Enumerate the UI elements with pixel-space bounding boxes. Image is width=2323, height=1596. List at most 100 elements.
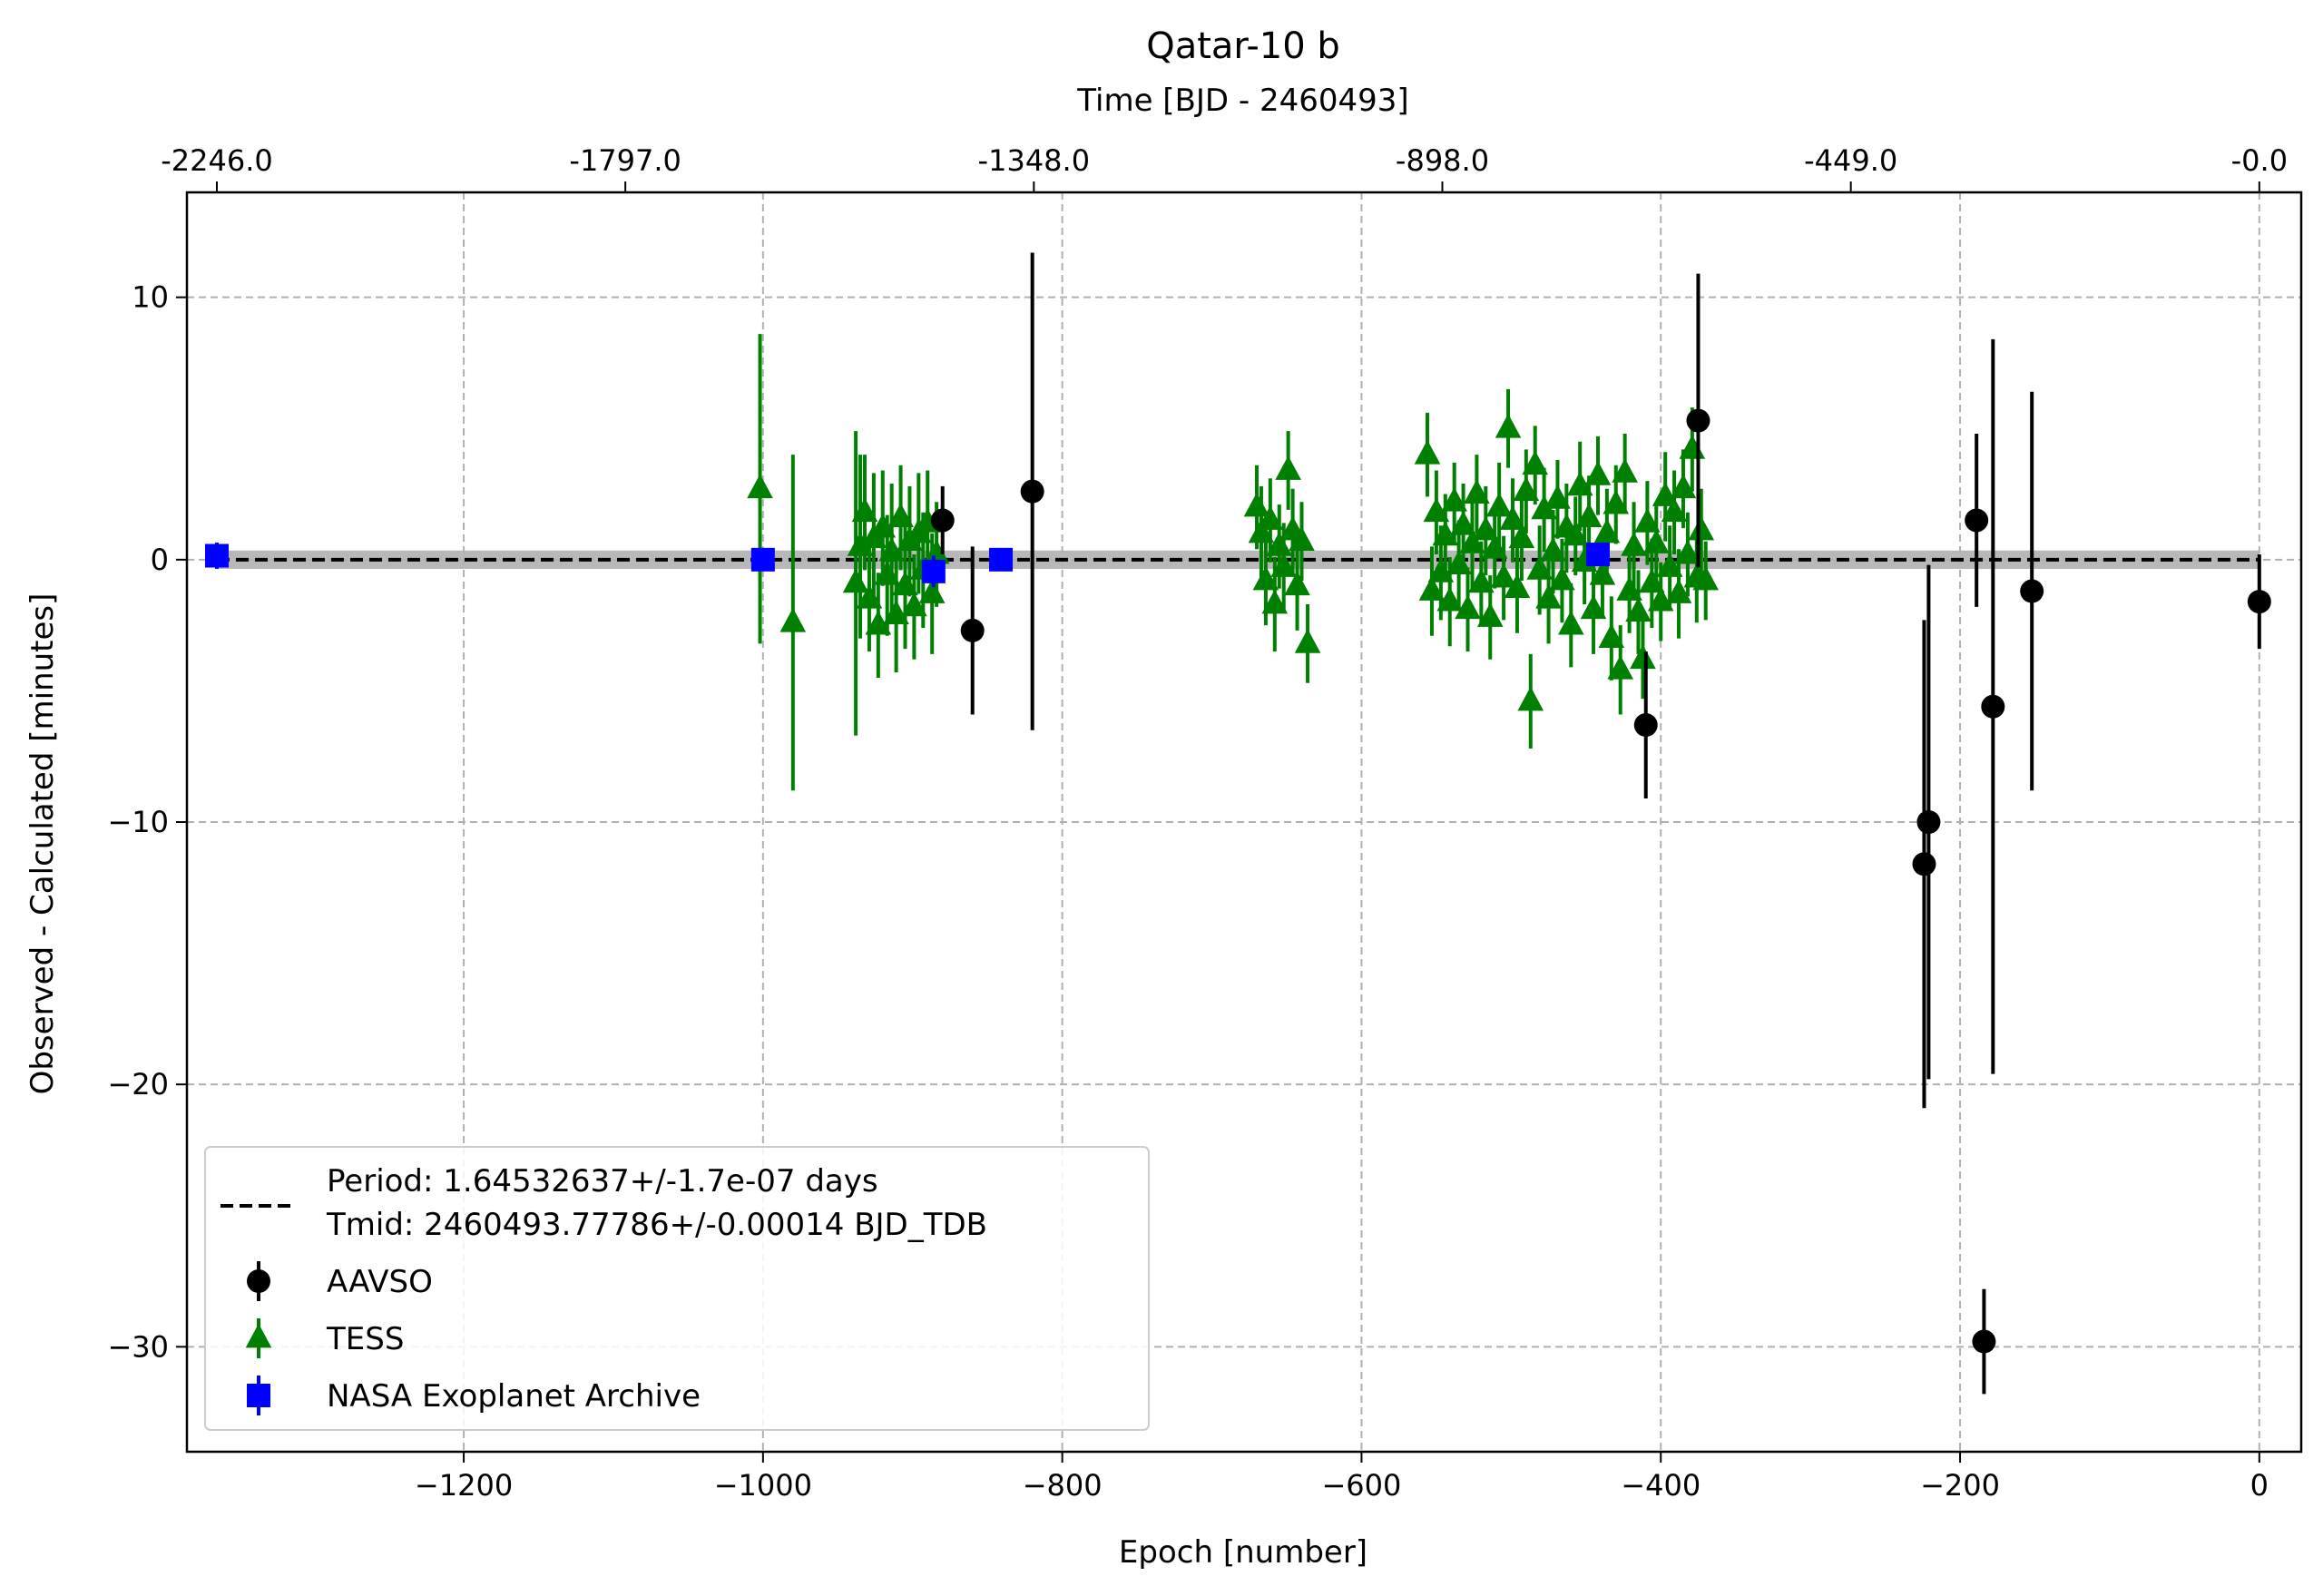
tess-point [1647,586,1674,612]
tess-point [1522,450,1549,475]
tess-point [1446,550,1472,575]
tess-point [1459,529,1485,553]
tess-point [1441,486,1467,512]
tess-point [892,571,918,596]
tess-point [1612,458,1638,483]
tess-point [1692,565,1720,591]
x-tick-label: 0 [2250,1468,2269,1503]
legend-box [204,1146,1150,1431]
tess-point [1652,482,1679,506]
tess-point [1243,492,1270,517]
tess-point [1432,521,1459,546]
tess-point [856,583,883,609]
tess-point [1661,497,1688,523]
tess-point [1535,583,1562,609]
tess-point [883,600,909,624]
tess-point [1499,505,1526,530]
tess-point [1418,576,1446,601]
tess-point [887,503,914,527]
tess-point [1575,503,1603,527]
tess-point [1625,597,1652,622]
tess-point [1656,553,1683,577]
tess-point [1414,439,1441,465]
tess-point [1513,476,1540,502]
tess-point [1266,532,1293,556]
tess-point [1526,555,1553,580]
tess-point [1549,565,1575,591]
tess-point [1607,655,1634,680]
legend-aavso-marker [247,1269,270,1293]
tess-point [1688,515,1715,541]
tess-point [1642,529,1670,553]
tess-point [847,532,874,556]
tess-point [1670,474,1697,499]
legend-series-swatches [245,1261,272,1415]
tess-point [1621,532,1647,556]
top-tick-label: -1797.0 [569,143,681,178]
tess-point [1562,521,1589,546]
aavso-point [1965,508,1989,533]
legend-label-aavso: AAVSO [327,1264,433,1300]
fit-line-group [216,550,2259,569]
aavso-point [960,618,985,642]
axes: −1200 −1000 −800 −600 −400 −200 0 10 0 −10 −20 −30 -… [107,143,2303,1503]
tess-point [1584,461,1612,485]
x-axis-label: Epoch [number] [1119,1534,1367,1571]
tess-point [1455,594,1481,620]
y-tick-label: −10 [107,805,169,839]
aavso-point [1686,408,1710,433]
tess-point [1275,455,1301,480]
legend-nasa-exoplanet-archive-marker [247,1384,270,1407]
aavso-point [1916,810,1941,834]
data-marks [204,252,2271,1395]
tess-point [1589,560,1616,585]
aavso-point [1972,1329,1996,1354]
tess-point [878,536,905,562]
tess-point [1517,686,1544,711]
tess-point [1257,505,1284,530]
tess-point [1284,571,1310,596]
tess-point [1593,518,1621,543]
tess-point [1630,644,1656,670]
tess-point [1603,489,1630,514]
x-tick-label: −800 [1023,1468,1103,1503]
tess-point [1580,594,1607,620]
tess-point [1485,492,1513,517]
legend-fit-line1: Period: 1.64532637+/-1.7e-07 days [327,1163,878,1199]
legend-label-tess: TESS [326,1321,404,1357]
tess-point [779,607,807,632]
x-tick-label: −400 [1621,1468,1701,1503]
tess-point [1248,518,1275,543]
tess-point [865,610,892,635]
tess-point [1450,510,1476,535]
y-tick-label: −20 [107,1067,169,1102]
tess-point [1540,536,1566,562]
tess-point [1544,485,1571,509]
tess-point [1639,568,1665,593]
tess-point [918,579,946,603]
tess-point [1423,497,1450,523]
tess-point [1252,565,1279,591]
tess-point [923,539,950,564]
tess-point [1436,586,1464,612]
aavso-point [1633,713,1658,738]
x-tick-label: −600 [1321,1468,1401,1503]
tess-point [1270,553,1297,577]
tess-point [1476,602,1504,627]
tess-point [1495,414,1522,438]
tess-point [747,474,773,499]
tess-point [1490,563,1517,588]
tess-point [1558,610,1584,635]
tess-point [1508,524,1535,549]
tess-point [1634,508,1661,533]
legend: Period: 1.64532637+/-1.7e-07 days Tmid: … [204,1146,1150,1431]
tess-point [1427,558,1455,583]
aavso-point [2020,579,2044,603]
aavso-point [1981,694,2005,719]
tess-point [1468,568,1495,593]
x-tick-label: −1200 [415,1468,513,1503]
nasa-exoplanet-archive-point [750,547,775,572]
tess-point [1289,526,1315,551]
aavso-point [1912,852,1936,876]
